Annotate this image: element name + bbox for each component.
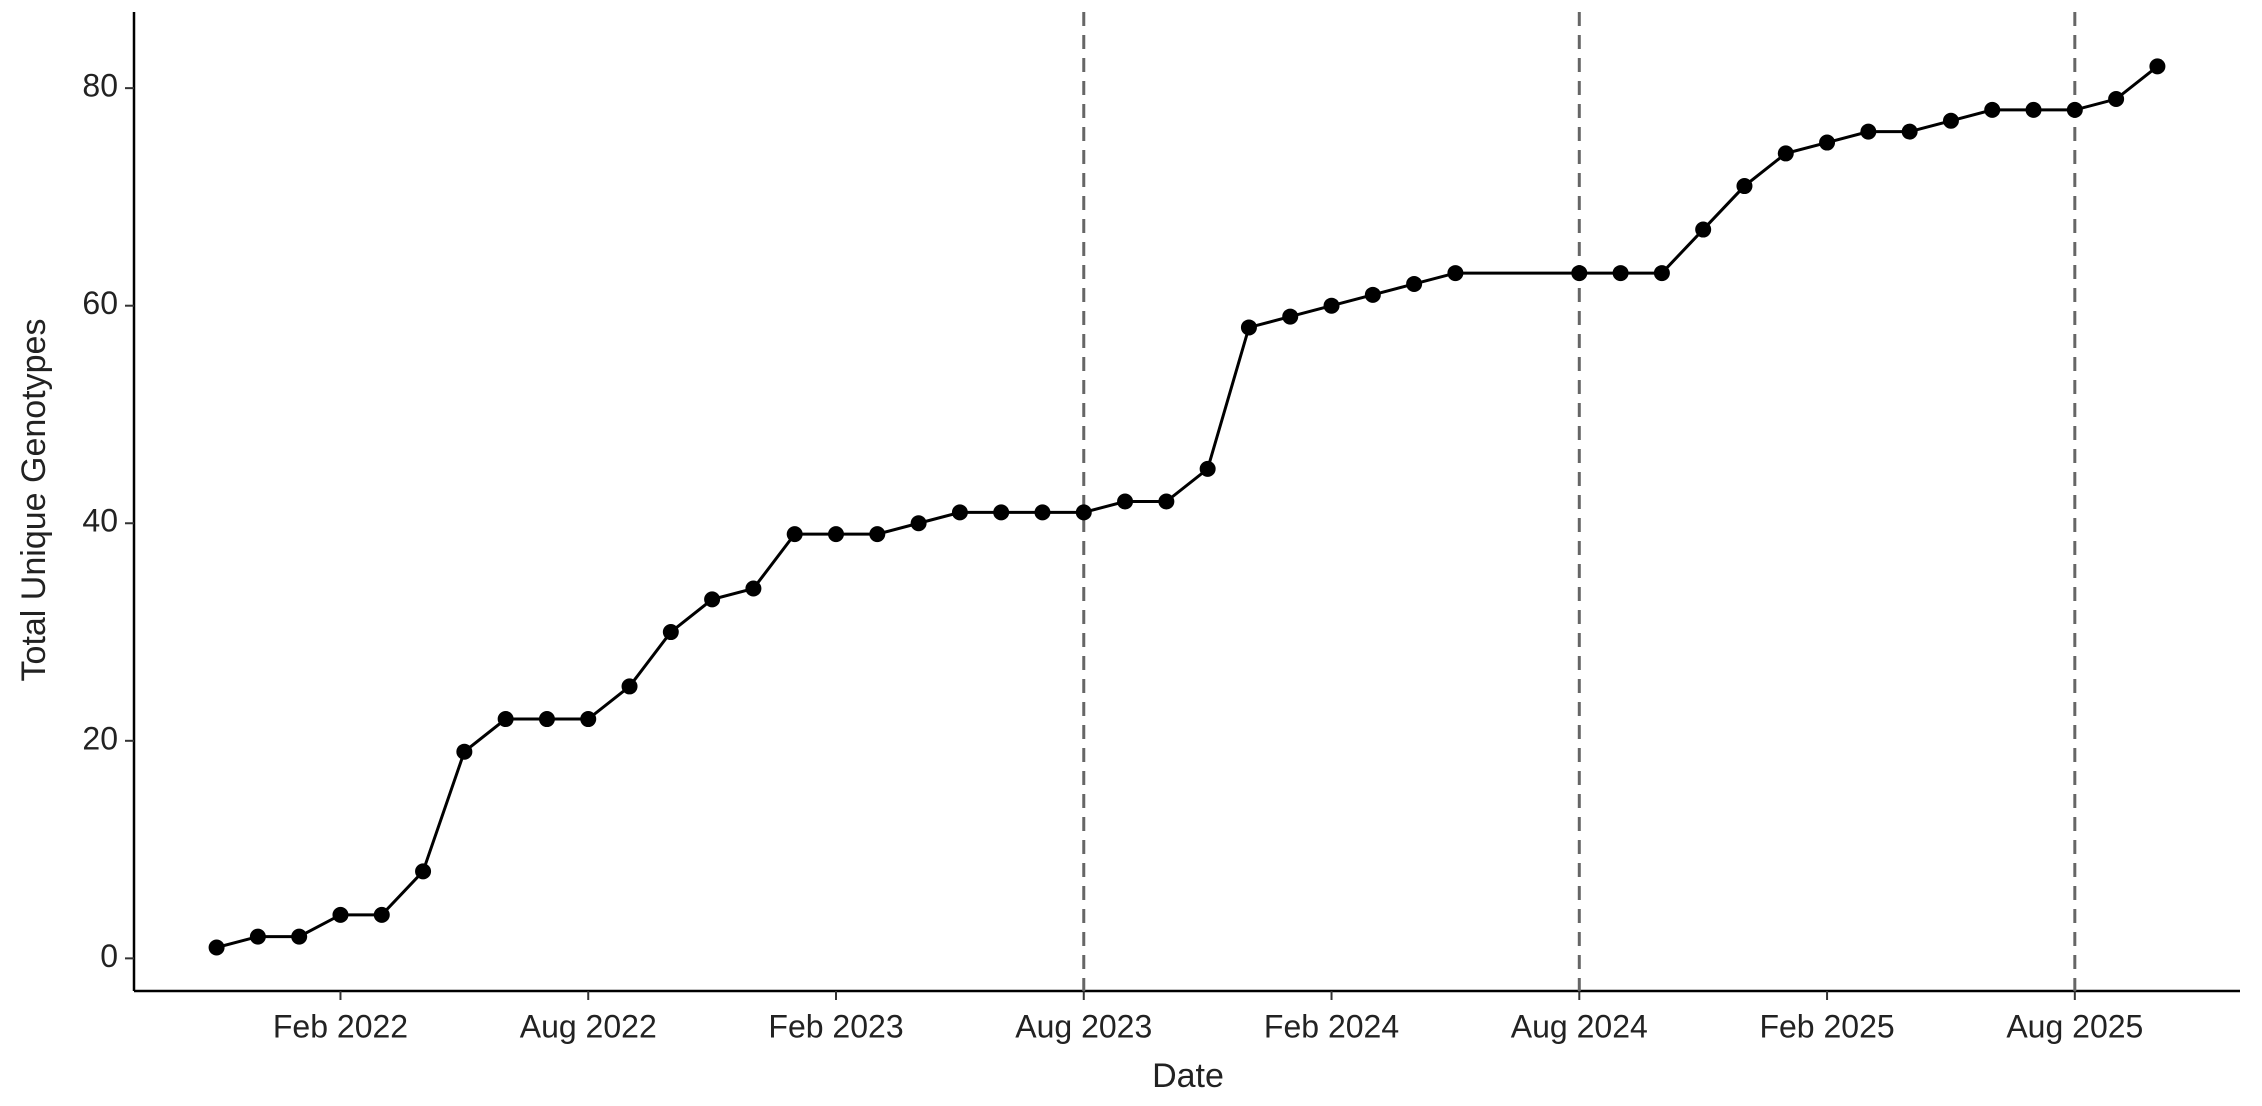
data-point (1117, 493, 1134, 510)
data-point (786, 526, 803, 543)
data-point (456, 743, 473, 760)
x-tick-label: Aug 2024 (1511, 1008, 1648, 1044)
y-tick-label: 80 (82, 68, 118, 104)
x-tick-label: Feb 2025 (1759, 1008, 1894, 1044)
data-line (216, 65, 2159, 949)
data-point (745, 580, 762, 597)
data-point (1571, 265, 1588, 282)
data-point (869, 526, 886, 543)
y-tick-label: 40 (82, 503, 118, 539)
data-point (1653, 265, 1670, 282)
x-tick-label: Aug 2023 (1015, 1008, 1152, 1044)
data-point (704, 591, 721, 608)
data-point (1323, 297, 1340, 314)
data-point (1984, 101, 2001, 118)
data-point (291, 928, 308, 945)
data-point (1406, 275, 1423, 292)
data-point (208, 939, 225, 956)
data-point (828, 526, 844, 543)
data-point (1860, 123, 1877, 140)
data-point (580, 711, 597, 728)
data-point (1695, 221, 1712, 238)
data-point (1942, 112, 1959, 129)
x-tick-label: Feb 2022 (273, 1008, 408, 1044)
data-point (910, 515, 927, 532)
data-point (373, 906, 390, 923)
data-point (951, 504, 968, 521)
x-axis-title: Date (1152, 1057, 1224, 1095)
data-point (1736, 178, 1753, 195)
data-point (249, 928, 266, 945)
data-point (1240, 319, 1257, 336)
x-tick-label: Aug 2025 (2006, 1008, 2143, 1044)
data-point (497, 711, 514, 728)
data-point (1199, 460, 1216, 477)
data-point (2066, 101, 2083, 118)
data-point (1364, 286, 1381, 303)
x-tick-label: Feb 2023 (768, 1008, 903, 1044)
data-point (1819, 134, 1836, 151)
data-point (1447, 265, 1464, 282)
data-point (1777, 145, 1794, 162)
data-point (1034, 504, 1051, 521)
data-point (1282, 308, 1299, 325)
data-point (538, 711, 555, 728)
y-axis-title: Total Unique Genotypes (15, 319, 53, 682)
data-point (1612, 265, 1629, 282)
data-point (2108, 91, 2125, 108)
data-point (415, 863, 432, 880)
data-point (621, 678, 638, 695)
data-point (1158, 493, 1175, 510)
y-tick-label: 60 (82, 285, 118, 321)
data-point (1075, 504, 1092, 521)
data-point (2025, 101, 2042, 118)
y-tick-label: 20 (82, 720, 118, 756)
data-point (332, 906, 349, 923)
data-point (993, 504, 1010, 521)
data-point (1901, 123, 1918, 140)
data-point (2149, 58, 2166, 75)
x-tick-label: Feb 2024 (1264, 1008, 1399, 1044)
y-tick-label: 0 (100, 938, 118, 974)
x-tick-label: Aug 2022 (520, 1008, 657, 1044)
data-point (662, 624, 679, 641)
